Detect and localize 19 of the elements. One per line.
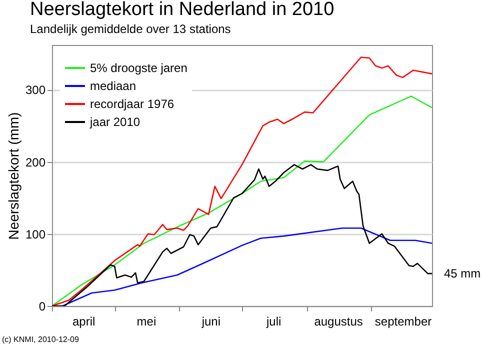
chart-title: Neerslagtekort in Nederland in 2010 [30,0,334,20]
x-tick-label: april [72,314,96,328]
y-tick-label: 0 [38,300,46,314]
x-tick-label: mei [136,314,156,328]
x-tick-label: juli [265,314,282,328]
legend-label: 5% droogste jaren [90,61,188,75]
legend-label: jaar 2010 [89,115,140,129]
y-tick-label: 100 [25,227,46,242]
x-tick-label: augustus [314,314,363,328]
annotation: 45 mm [444,266,481,281]
legend-label: recordjaar 1976 [90,97,174,111]
x-tick-label: juni [200,314,221,328]
y-tick-label: 200 [25,155,46,170]
chart-subtitle: Landelijk gemiddelde over 13 stations [30,22,231,36]
y-tick-label: 300 [25,83,46,98]
legend-label: mediaan [90,79,136,93]
x-tick-label: september [374,314,432,328]
y-axis-title: Neerslagtekort (mm) [5,112,22,240]
text: (c) KNMI, 2010-12-09 [2,335,80,344]
